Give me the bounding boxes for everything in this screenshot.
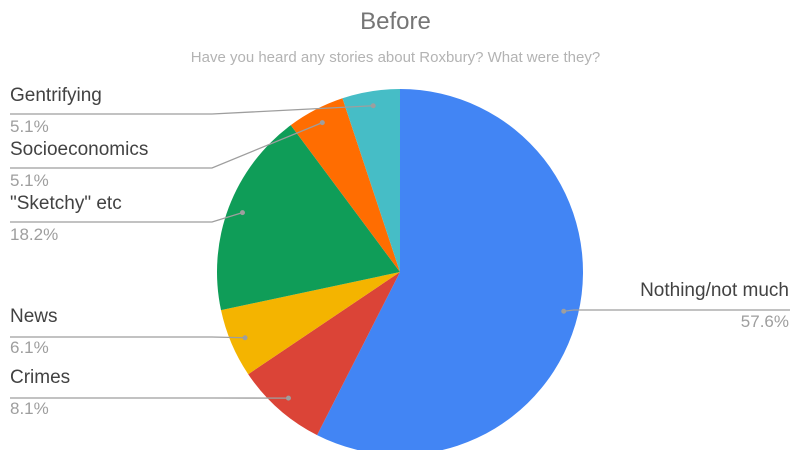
pie-slice-2 (221, 272, 400, 375)
leader-line (10, 122, 323, 169)
pie-slice-5 (342, 89, 400, 272)
chart-title: Before (360, 8, 431, 35)
slice-label: News (10, 306, 58, 327)
leader-line (10, 336, 246, 339)
leader-dot (285, 395, 291, 401)
slice-label: Nothing/not much (640, 280, 789, 301)
slice-value-label: 18.2% (10, 225, 58, 244)
slice-value-label: 8.1% (10, 399, 49, 418)
pie-slice-4 (290, 98, 400, 272)
leader-dot (242, 335, 248, 341)
pie-slice-1 (248, 272, 400, 436)
slice-value-label: 57.6% (741, 312, 789, 331)
slice-label: "Sketchy" etc (10, 193, 122, 214)
slice-label: Crimes (10, 367, 70, 388)
pie-slice-3 (216, 125, 400, 311)
leader-dot (239, 210, 245, 216)
leader-line (563, 309, 790, 312)
slice-label: Gentrifying (10, 85, 102, 106)
pie-slice-0 (317, 89, 583, 450)
leader-line (10, 211, 243, 223)
leader-line (10, 105, 374, 115)
chart-subtitle: Have you heard any stories about Roxbury… (190, 49, 601, 66)
slice-value-label: 5.1% (10, 171, 49, 190)
leader-dot (319, 120, 325, 126)
slice-label: Socioeconomics (10, 139, 148, 160)
slice-value-label: 6.1% (10, 338, 49, 357)
slice-value-label: 5.1% (10, 117, 49, 136)
